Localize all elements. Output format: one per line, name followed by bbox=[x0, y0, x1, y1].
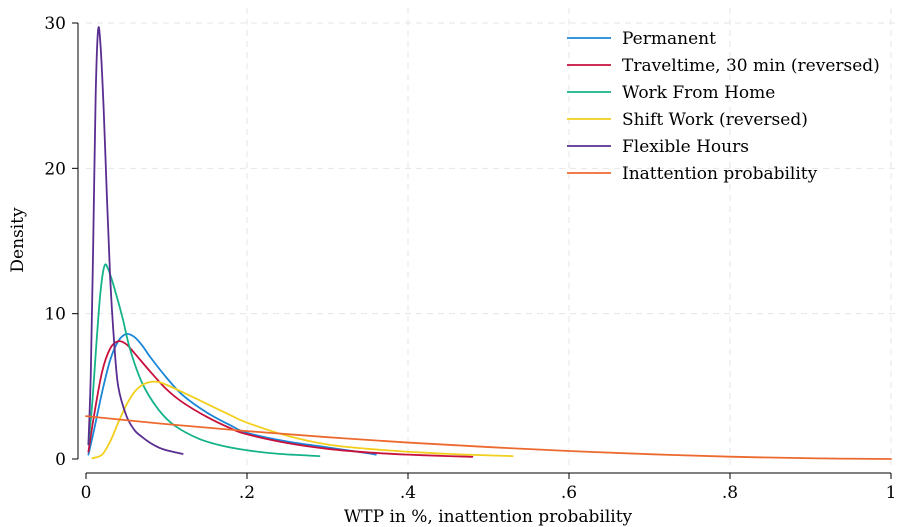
x-tick-label: .6 bbox=[561, 483, 577, 503]
legend-label-permanent: Permanent bbox=[622, 29, 716, 49]
axes: 0 10 20 30 0 .2 .4 .6 .8 1 bbox=[44, 14, 896, 503]
y-tick-label: 10 bbox=[44, 305, 66, 325]
series-lines bbox=[85, 26, 892, 460]
x-tick-label: 1 bbox=[886, 483, 897, 503]
series-line-permanent bbox=[87, 332, 377, 456]
series-line-traveltime-30-min-reversed bbox=[87, 340, 474, 458]
x-tick-label: .8 bbox=[722, 483, 738, 503]
x-tick-label: .4 bbox=[400, 483, 416, 503]
series-line-inattention-probability bbox=[85, 415, 892, 460]
legend-label-work-from-home: Work From Home bbox=[622, 83, 775, 103]
x-tick-label: 0 bbox=[81, 483, 92, 503]
grid bbox=[86, 8, 897, 469]
legend-label-flexible-hours: Flexible Hours bbox=[622, 137, 749, 157]
legend: Permanent Traveltime, 30 min (reversed) Wo… bbox=[567, 29, 880, 184]
series-line-flexible-hours bbox=[87, 26, 184, 455]
y-tick-label: 30 bbox=[44, 14, 66, 34]
legend-label-shift-work-reversed: Shift Work (reversed) bbox=[622, 110, 808, 130]
legend-label-traveltime-30-min-reversed: Traveltime, 30 min (reversed) bbox=[622, 56, 880, 76]
legend-label-inattention-probability: Inattention probability bbox=[622, 164, 818, 184]
y-tick-label: 20 bbox=[44, 159, 66, 179]
x-axis-label: WTP in %, inattention probability bbox=[344, 507, 633, 527]
y-tick-label: 0 bbox=[55, 450, 66, 470]
y-axis-label: Density bbox=[8, 207, 28, 273]
series-line-shift-work-reversed bbox=[91, 380, 514, 460]
series-line-work-from-home bbox=[87, 263, 321, 457]
x-tick-label: .2 bbox=[239, 483, 255, 503]
